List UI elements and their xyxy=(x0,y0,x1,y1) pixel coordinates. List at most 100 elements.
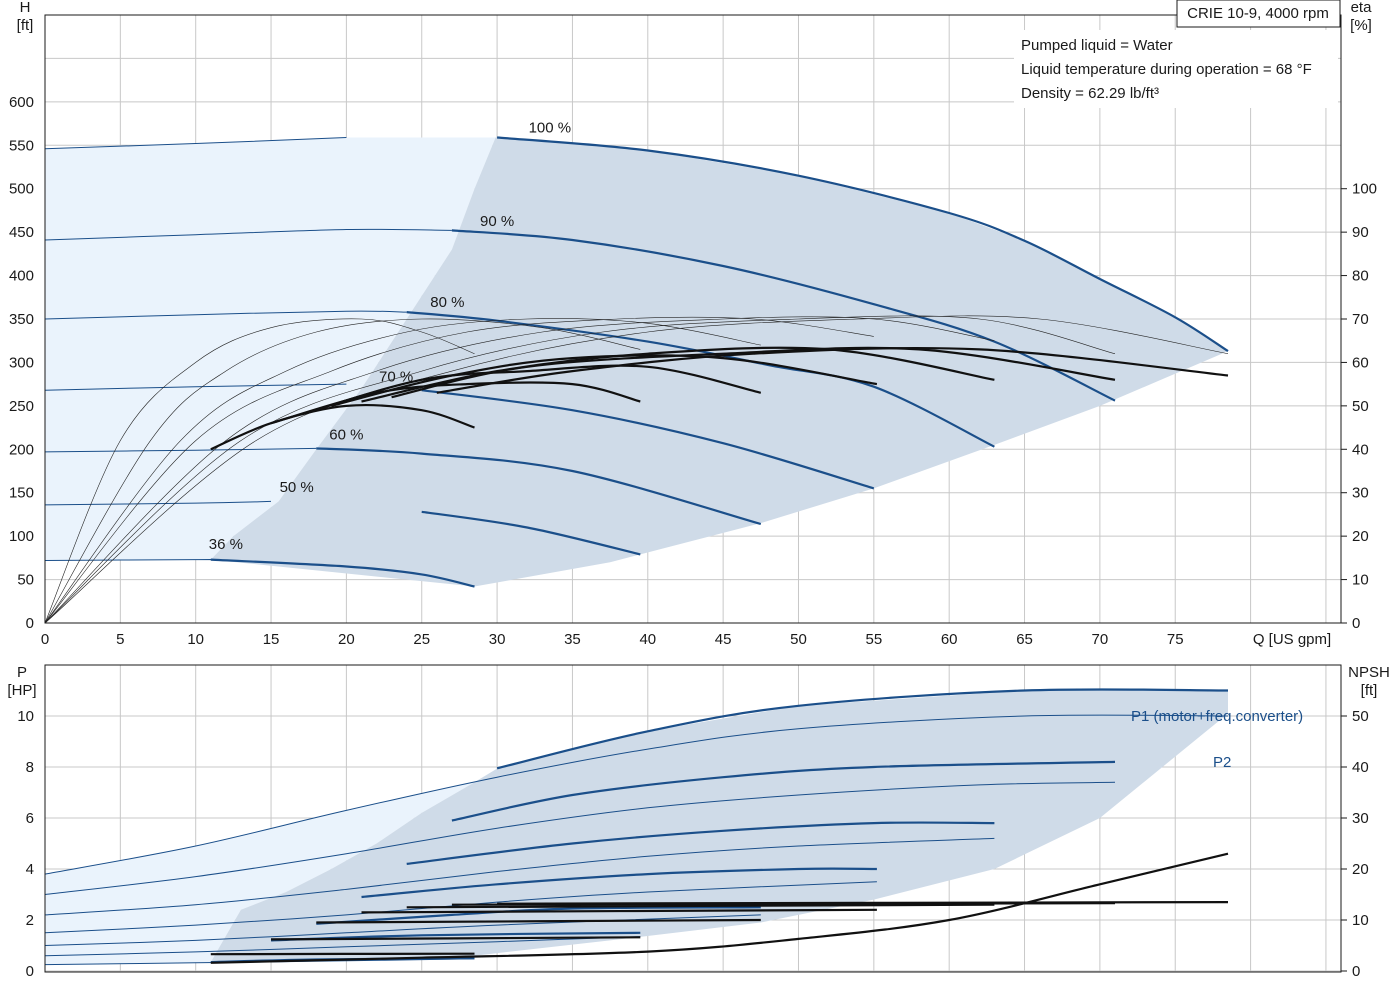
efficiency-curve-extended xyxy=(44,315,1116,624)
npsh-curve-partial xyxy=(316,918,761,924)
efficiency-curve-extended xyxy=(44,316,995,624)
info-line-temperature: Liquid temperature during operation = 68… xyxy=(1021,61,1312,78)
h-tick-label: 50 xyxy=(17,572,34,589)
p-tick-label: 6 xyxy=(26,810,34,827)
efficiency-curve-extended xyxy=(44,318,641,624)
q-tick-label: 40 xyxy=(639,631,656,648)
eta-tick-label: 10 xyxy=(1352,572,1369,589)
efficiency-curve xyxy=(391,346,1116,399)
h-tick-label: 450 xyxy=(9,224,34,241)
h-tick-label: 200 xyxy=(9,441,34,458)
eta-tick-label: 70 xyxy=(1352,311,1369,328)
h-tick-label: 100 xyxy=(9,528,34,545)
title-box xyxy=(1176,0,1341,28)
q-tick-label: 60 xyxy=(941,631,958,648)
q-tick-label: 70 xyxy=(1092,631,1109,648)
h-tick-label: 500 xyxy=(9,181,34,198)
npsh-tick-label: 30 xyxy=(1352,810,1369,827)
p1-series-label: P1 (motor+freq.converter) xyxy=(1131,708,1303,725)
p1-curve xyxy=(496,688,1229,770)
info-box xyxy=(1014,30,1338,108)
eta-tick-label: 0 xyxy=(1352,615,1360,632)
q-tick-label: 45 xyxy=(715,631,732,648)
h-tick-label: 150 xyxy=(9,485,34,502)
p2-curve xyxy=(44,781,1116,895)
q-tick-label: 20 xyxy=(338,631,355,648)
p2-curve xyxy=(44,714,1229,875)
speed-label: 36 % xyxy=(209,536,243,553)
p2-curve xyxy=(44,837,995,916)
q-tick-label: 10 xyxy=(187,631,204,648)
info-line-liquid: Pumped liquid = Water xyxy=(1021,37,1173,54)
operating-area-fill xyxy=(210,690,1229,963)
eta-tick-label: 100 xyxy=(1352,181,1377,198)
npsh-axis-unit: [ft] xyxy=(1361,682,1378,699)
p-tick-label: 4 xyxy=(26,861,34,878)
q-tick-label: 25 xyxy=(413,631,430,648)
h-tick-label: 0 xyxy=(26,615,34,632)
h-tick-label: 300 xyxy=(9,354,34,371)
speed-label: 50 % xyxy=(280,479,314,496)
h-tick-label: 550 xyxy=(9,137,34,154)
q-tick-label: 15 xyxy=(263,631,280,648)
q-axis-label: Q [US gpm] xyxy=(1253,631,1331,648)
p-axis-label: P xyxy=(17,664,27,681)
head-curve-extended xyxy=(44,228,452,241)
speed-label: 100 % xyxy=(529,119,572,136)
operating-area-fill xyxy=(210,137,1229,587)
head-efficiency-chart: 100 % 90 % 80 % 70 % 60 % 50 % 36 % 0 5 10 15 20 25… xyxy=(9,0,1377,648)
q-tick-label: 30 xyxy=(489,631,506,648)
efficiency-curve-extended xyxy=(44,318,761,624)
power-npsh-chart: 0 2 4 6 8 10 0 10 20 30 40 50 P [HP] NPSH [ft] P1 (… xyxy=(7,664,1389,980)
p-axis-unit: [HP] xyxy=(7,682,36,699)
q-tick-label: 50 xyxy=(790,631,807,648)
head-curve-extended xyxy=(44,383,347,391)
efficiency-curve-extended xyxy=(44,315,1229,624)
p1-curve xyxy=(451,760,1116,822)
q-tick-label: 35 xyxy=(564,631,581,648)
q-tick-label: 55 xyxy=(865,631,882,648)
head-curve xyxy=(421,389,875,490)
p2-series-label: P2 xyxy=(1213,754,1231,771)
extended-operating-area xyxy=(45,137,498,561)
h-tick-label: 400 xyxy=(9,268,34,285)
head-curve xyxy=(316,447,762,526)
q-tick-label: 75 xyxy=(1167,631,1184,648)
npsh-curve-partial xyxy=(270,936,641,941)
h-axis-unit: [ft] xyxy=(17,17,34,34)
head-curve-extended xyxy=(44,310,407,320)
q-tick-label: 0 xyxy=(41,631,49,648)
npsh-tick-label: 0 xyxy=(1352,963,1360,980)
eta-tick-label: 30 xyxy=(1352,485,1369,502)
head-curve-extended xyxy=(44,137,347,150)
efficiency-curve xyxy=(436,346,1229,394)
eta-tick-label: 40 xyxy=(1352,441,1369,458)
power-operating-area xyxy=(45,690,1229,965)
eta-tick-label: 50 xyxy=(1352,398,1369,415)
eta-axis-label: eta xyxy=(1351,0,1373,16)
p-tick-label: 2 xyxy=(26,912,34,929)
npsh-curve-partial xyxy=(361,908,877,914)
eta-tick-label: 60 xyxy=(1352,354,1369,371)
npsh-tick-label: 50 xyxy=(1352,708,1369,725)
eta-tick-label: 20 xyxy=(1352,528,1369,545)
efficiency-curve xyxy=(210,404,475,451)
efficiency-curve xyxy=(300,364,762,416)
info-line-density: Density = 62.29 lb/ft³ xyxy=(1021,85,1159,102)
efficiency-curves xyxy=(44,315,1229,624)
head-curve xyxy=(451,229,1116,402)
npsh-axis-label: NPSH xyxy=(1348,664,1390,681)
q-tick-label: 5 xyxy=(116,631,124,648)
operating-area xyxy=(45,137,1229,587)
speed-label: 80 % xyxy=(430,294,464,311)
power-curves xyxy=(44,688,1229,966)
p1-curve xyxy=(361,867,877,899)
h-tick-label: 600 xyxy=(9,94,34,111)
npsh-tick-label: 40 xyxy=(1352,759,1369,776)
npsh-tick-label: 20 xyxy=(1352,861,1369,878)
head-axis-ticks: 0 5 10 15 20 25 30 35 40 45 50 55 60 65 70 750501001502… xyxy=(9,94,1377,648)
h-tick-label: 350 xyxy=(9,311,34,328)
efficiency-curve-extended xyxy=(44,316,874,624)
p-tick-label: 10 xyxy=(17,708,34,725)
p-tick-label: 8 xyxy=(26,759,34,776)
